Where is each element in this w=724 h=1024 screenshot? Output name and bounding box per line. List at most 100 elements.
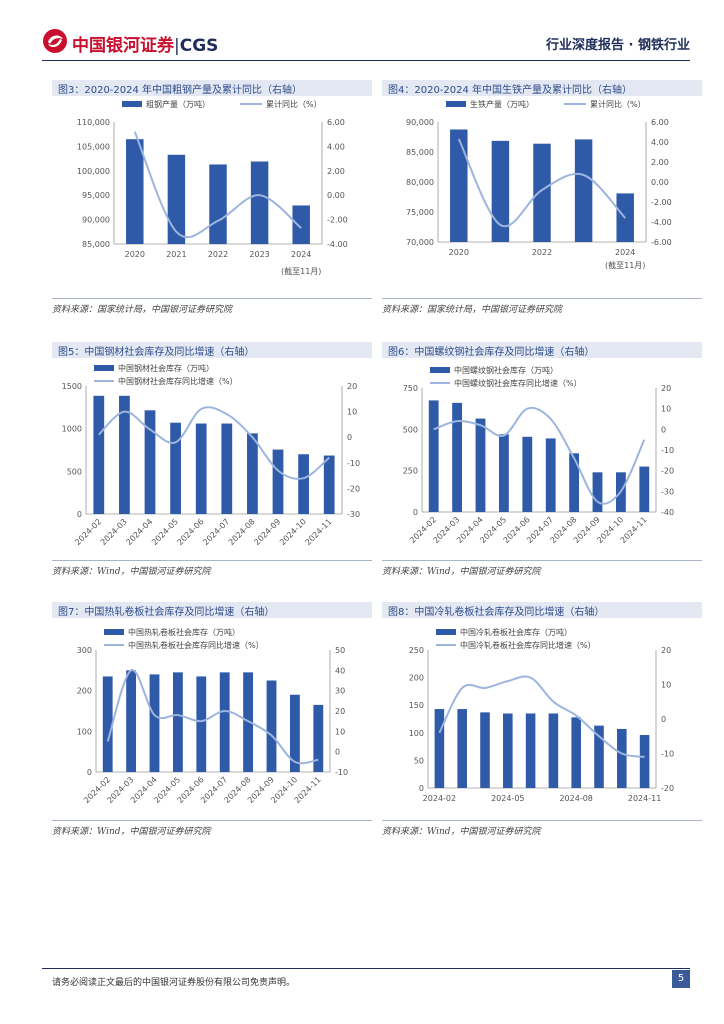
bar xyxy=(250,161,269,244)
y2-tick-label: 40 xyxy=(335,666,345,675)
y-tick-label: 300 xyxy=(77,646,92,655)
y2-tick-label: 10 xyxy=(661,681,671,690)
legend-line-label: 中国冷轧卷板社会库存同比增速（%） xyxy=(460,640,596,650)
y-tick-label: 100 xyxy=(77,727,92,736)
bar xyxy=(491,140,510,242)
bar xyxy=(480,712,490,788)
y2-tick-label: 4.00 xyxy=(651,138,669,147)
x-tick-label: 2022 xyxy=(208,250,228,259)
y2-tick-label: 20 xyxy=(661,384,671,393)
y2-tick-label: -30 xyxy=(661,487,674,496)
bar xyxy=(196,676,207,772)
x-tick-label: 2024-02 xyxy=(423,794,456,803)
brand-logo: 中国银河证券|CGS xyxy=(42,28,242,56)
y2-tick-label: -20 xyxy=(661,784,674,793)
x-tick-label: 2024-03 xyxy=(99,517,129,547)
x-tick-label: 2021 xyxy=(166,250,186,259)
chart-rebar-social-inventory: 0250500750-40-30-20-10010202024-022024-0… xyxy=(403,365,674,545)
y-tick-label: 200 xyxy=(409,674,424,683)
bar xyxy=(323,455,335,514)
figure-source: 资料来源：Wind，中国银河证券研究院 xyxy=(382,567,541,577)
bar xyxy=(450,129,468,242)
series-line xyxy=(438,675,645,758)
brand-name: 中国银河证券|CGS xyxy=(72,31,218,56)
bar xyxy=(292,205,310,244)
bar xyxy=(594,725,604,788)
bar xyxy=(195,423,207,514)
bar xyxy=(522,436,533,512)
bar xyxy=(247,433,258,514)
x-tick-label: 2024-11 xyxy=(304,517,334,547)
y-tick-label: 750 xyxy=(403,384,418,393)
figure-8-panel: 图8：中国冷轧卷板社会库存及同比增速（右轴） 0 50 100 150 200 250 -2… xyxy=(382,602,702,842)
bar xyxy=(298,454,309,514)
x-tick-label: 2024-11 xyxy=(628,794,661,803)
figure-title-bar xyxy=(382,602,702,618)
y2-tick-label: -6.00 xyxy=(651,238,672,247)
y-tick-label: 250 xyxy=(409,646,424,655)
bar xyxy=(434,709,445,788)
bar xyxy=(548,713,559,788)
y2-tick-label: -10 xyxy=(661,750,674,759)
series-line xyxy=(433,406,646,505)
series-line xyxy=(106,669,319,765)
series-line xyxy=(457,138,626,228)
bar xyxy=(574,139,593,242)
y-tick-label: 110,000 xyxy=(77,118,110,127)
bar xyxy=(592,472,603,512)
x-tick-label: 2024-05 xyxy=(491,794,524,803)
y2-tick-label: 6.00 xyxy=(327,118,345,127)
chart-note: (截至11月) xyxy=(605,260,645,270)
legend-line-label: 累计同比（%） xyxy=(266,99,322,109)
bar xyxy=(569,453,580,512)
y-tick-label: 100,000 xyxy=(77,167,110,176)
page-header: 中国银河证券|CGS 行业深度报告 · 钢铁行业 xyxy=(0,0,724,61)
y-tick-label: 75,000 xyxy=(406,208,434,217)
bar xyxy=(452,402,463,512)
figure-title-bar xyxy=(382,80,702,96)
y-tick-label: 250 xyxy=(403,467,418,476)
y2-tick-label: 2.00 xyxy=(327,167,345,176)
figure-5-panel: 图5：中国钢材社会库存及同比增速（右轴） 0 500 1000 1500 -30 -20 -… xyxy=(52,342,372,582)
bar xyxy=(93,395,105,514)
x-tick-label: 2024-06 xyxy=(176,517,206,547)
y2-tick-label: -40 xyxy=(661,508,674,517)
figure-7-panel: 图7：中国热轧卷板社会库存及同比增速（右轴） 0 100 200 300 -10 0 10 2… xyxy=(52,602,372,842)
x-tick-label: 2024-10 xyxy=(278,517,308,547)
figure-3-panel: 图3：2020-2024 年中国粗钢产量及累计同比（右轴） 85,000 90,0… xyxy=(52,80,372,320)
y-tick-label: 85,000 xyxy=(406,148,434,157)
legend-bar-swatch xyxy=(446,101,466,107)
bar xyxy=(221,423,233,514)
legend-line-label: 累计同比（%） xyxy=(590,99,646,109)
x-tick-label: 2022 xyxy=(532,248,552,257)
figure-6-panel: 图6：中国螺纹钢社会库存及同比增速（右轴） 0 250 500 750 -40 -30 -2… xyxy=(382,342,702,582)
chart-pig-iron-output: 70,000 75,000 80,000 85,000 90,000 -6.00 -4.00… xyxy=(406,99,672,270)
bar xyxy=(272,449,284,514)
bar xyxy=(313,704,324,772)
series-line xyxy=(133,131,302,239)
legend-bar-label: 中国冷轧卷板社会库存（万吨） xyxy=(460,627,572,637)
chart-cold-rolled-coil-inventory: 0 50 100 150 200 250 -20 -10 0 10 20 2024-02 2024-05… xyxy=(409,627,674,803)
y-tick-label: 85,000 xyxy=(82,240,110,249)
y2-tick-label: 30 xyxy=(335,687,345,696)
y2-tick-label: -20 xyxy=(347,484,360,493)
x-tick-label: 2020 xyxy=(125,250,145,259)
figure-source: 资料来源：Wind，中国银河证券研究院 xyxy=(382,827,541,837)
bar xyxy=(170,422,181,514)
bar xyxy=(571,717,581,788)
figure-title: 图6：中国螺纹钢社会库存及同比增速（右轴） xyxy=(388,347,595,358)
y-tick-label: 500 xyxy=(67,467,82,476)
figure-source: 资料来源：Wind，中国银河证券研究院 xyxy=(52,567,211,577)
bar xyxy=(639,735,650,788)
figure-title-bar xyxy=(52,602,372,618)
y2-tick-label: 2.00 xyxy=(651,158,669,167)
y-tick-label: 0 xyxy=(87,768,92,777)
y2-tick-label: -20 xyxy=(661,467,674,476)
legend-line-label: 中国钢材社会库存同比增速（%） xyxy=(118,376,238,386)
bar xyxy=(126,670,137,772)
y2-tick-label: 20 xyxy=(335,707,345,716)
y2-tick-label: 10 xyxy=(347,408,357,417)
y2-tick-label: 4.00 xyxy=(327,142,345,151)
y2-tick-label: -10 xyxy=(661,446,674,455)
y2-tick-label: -10 xyxy=(347,459,360,468)
